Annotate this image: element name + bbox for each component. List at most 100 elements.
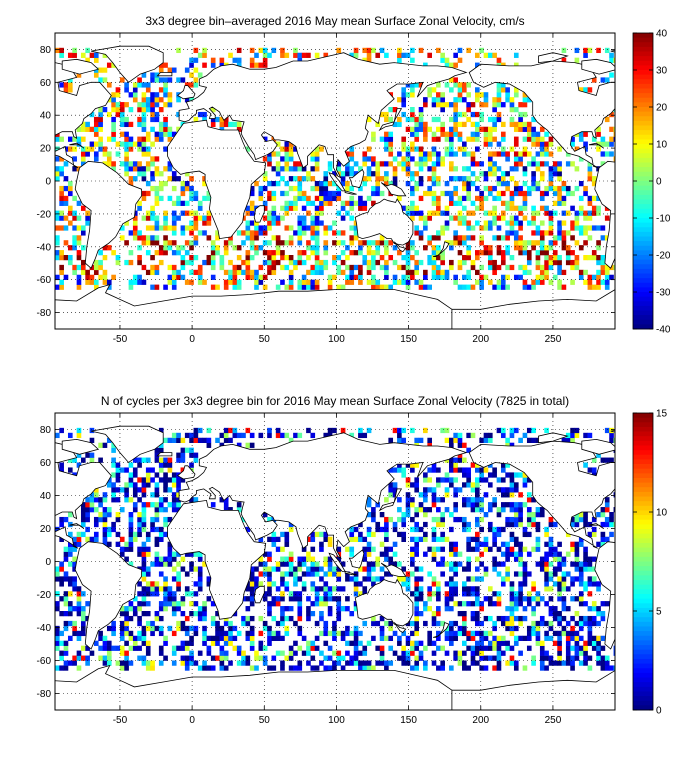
heatmap-cell: [565, 635, 571, 641]
heatmap-cell: [102, 274, 108, 280]
heatmap-cell: [137, 121, 142, 128]
heatmap-cell: [609, 141, 614, 147]
heatmap-cell: [436, 235, 441, 241]
x-tick-label: 200: [472, 715, 489, 726]
heatmap-cell: [509, 97, 515, 103]
heatmap-cell: [453, 126, 458, 132]
heatmap-cell: [275, 536, 281, 542]
heatmap-cell: [479, 502, 484, 508]
heatmap-cell: [539, 205, 545, 211]
y-tick-label: -60: [37, 656, 52, 667]
heatmap-cell: [526, 512, 532, 518]
heatmap-cell: [440, 571, 445, 577]
heatmap-cell: [492, 116, 497, 123]
heatmap-cell: [613, 665, 615, 671]
heatmap-cell: [180, 210, 186, 216]
heatmap-cell: [557, 561, 562, 567]
heatmap-cell: [314, 181, 320, 187]
colorbar-segment: [633, 477, 653, 484]
heatmap-cell: [384, 635, 389, 641]
heatmap-cell: [574, 640, 580, 646]
heatmap-cell: [552, 235, 558, 241]
heatmap-cell: [522, 245, 528, 251]
heatmap-cell: [384, 136, 389, 142]
panel-cycles: N of cycles per 3x3 degree bin for 2016 …: [37, 394, 668, 726]
colorbar-segment: [633, 705, 653, 711]
heatmap-cell: [561, 581, 567, 587]
heatmap-cell: [475, 482, 480, 488]
heatmap-cell: [505, 230, 510, 236]
heatmap-cell: [314, 166, 320, 172]
heatmap-cell: [436, 200, 441, 206]
heatmap-cell: [297, 250, 303, 256]
heatmap-cell: [496, 264, 502, 271]
heatmap-cell: [141, 111, 147, 118]
heatmap-cell: [145, 225, 151, 231]
heatmap-cell: [93, 269, 99, 276]
heatmap-cell: [496, 507, 502, 513]
heatmap-cell: [189, 452, 194, 458]
heatmap-cell: [613, 136, 615, 142]
heatmap-cell: [487, 171, 493, 177]
heatmap-cell: [384, 269, 389, 276]
heatmap-cell: [167, 591, 173, 597]
heatmap-cell: [358, 264, 363, 271]
heatmap-cell: [535, 561, 541, 567]
heatmap-cell: [379, 615, 385, 622]
heatmap-cell: [102, 512, 108, 518]
heatmap-cell: [457, 655, 463, 661]
heatmap-cell: [327, 571, 333, 577]
heatmap-cell: [583, 190, 588, 197]
heatmap-cell: [427, 606, 432, 612]
heatmap-cell: [85, 210, 90, 216]
heatmap-cell: [565, 190, 571, 197]
heatmap-cell: [366, 526, 372, 533]
colorbar-segment: [633, 635, 653, 641]
heatmap-cell: [128, 92, 134, 98]
heatmap-cell: [202, 230, 207, 236]
heatmap-cell: [310, 230, 316, 236]
heatmap-cell: [509, 477, 515, 483]
heatmap-cell: [436, 581, 441, 587]
heatmap-cell: [184, 171, 190, 177]
heatmap-cell: [345, 625, 350, 632]
heatmap-cell: [557, 171, 562, 177]
heatmap-cell: [106, 156, 112, 162]
heatmap-cell: [401, 102, 407, 108]
heatmap-cell: [137, 645, 142, 651]
heatmap-cell: [436, 546, 441, 552]
heatmap-cell: [176, 586, 181, 592]
heatmap-cell: [145, 472, 151, 478]
heatmap-cell: [358, 665, 363, 671]
heatmap-cell: [288, 655, 294, 661]
heatmap-cell: [310, 586, 316, 592]
heatmap-cell: [150, 156, 155, 162]
heatmap-cell: [379, 551, 385, 557]
heatmap-cell: [55, 250, 60, 256]
heatmap-cell: [561, 437, 567, 443]
heatmap-cell: [249, 269, 255, 276]
heatmap-cell: [171, 477, 177, 483]
heatmap-cell: [444, 650, 450, 656]
heatmap-cell: [249, 240, 255, 246]
heatmap-cell: [539, 151, 545, 157]
heatmap-cell: [167, 546, 173, 552]
heatmap-cell: [440, 512, 445, 518]
heatmap-cell: [245, 269, 251, 276]
heatmap-cell: [596, 141, 601, 147]
heatmap-cell: [570, 220, 575, 226]
heatmap-cell: [228, 240, 233, 246]
heatmap-cell: [145, 482, 151, 488]
heatmap-cell: [167, 92, 173, 98]
heatmap-cell: [267, 601, 272, 607]
heatmap-cell: [171, 645, 177, 651]
heatmap-cell: [111, 126, 116, 132]
heatmap-cell: [332, 586, 337, 592]
heatmap-cell: [236, 255, 242, 261]
heatmap-cell: [228, 625, 233, 632]
heatmap-cell: [583, 660, 588, 666]
heatmap-cell: [583, 279, 588, 285]
heatmap-cell: [366, 156, 372, 162]
heatmap-cell: [167, 462, 173, 468]
heatmap-cell: [154, 195, 160, 202]
